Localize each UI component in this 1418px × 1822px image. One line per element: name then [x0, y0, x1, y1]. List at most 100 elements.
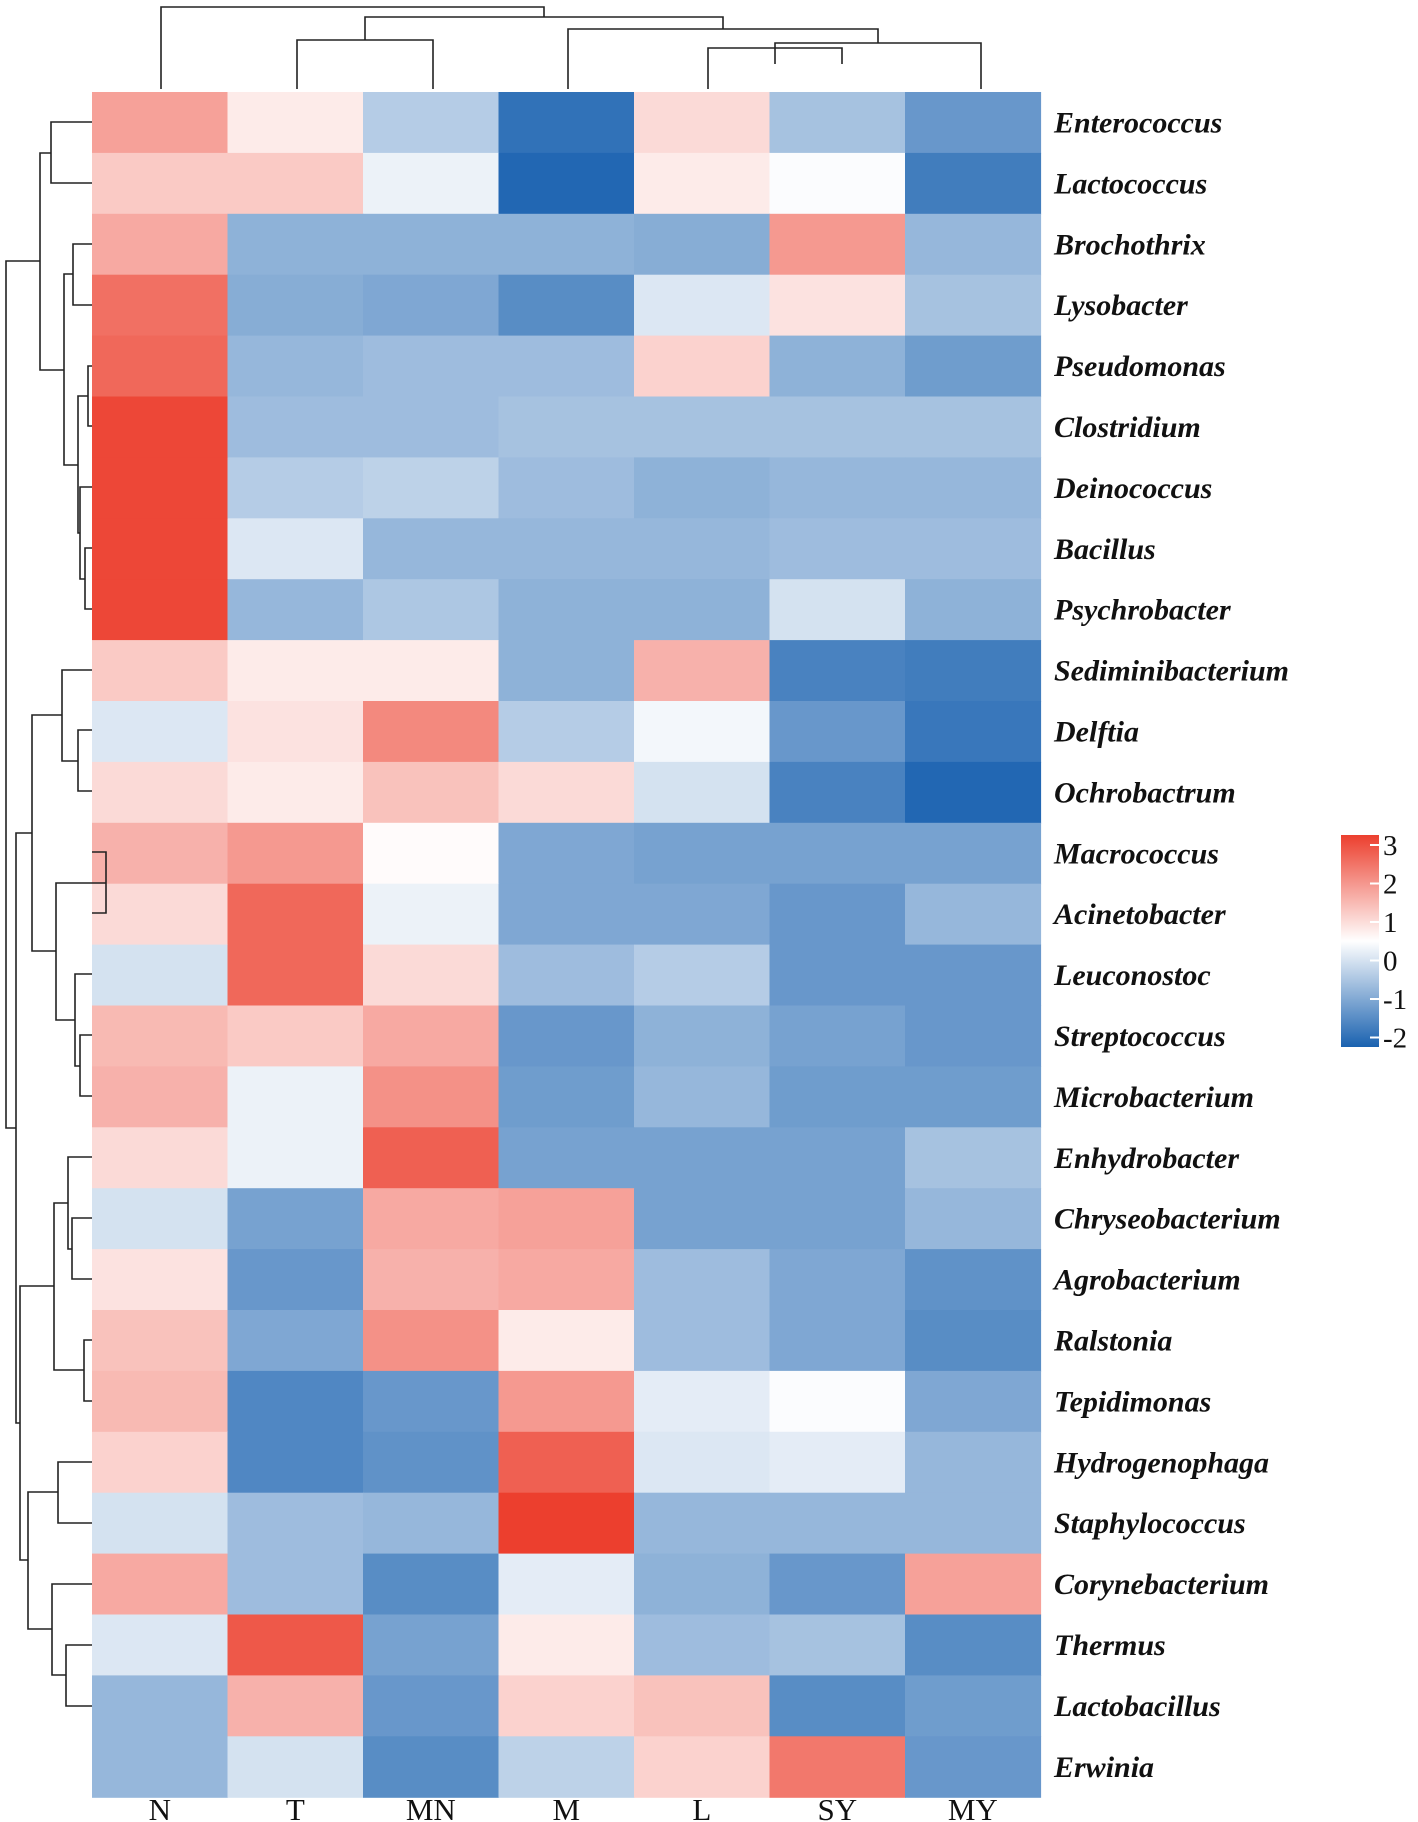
heatmap-cell: [905, 274, 1042, 337]
heatmap-cell: [634, 1370, 771, 1433]
heatmap-cell: [498, 1127, 635, 1189]
heatmap-cell: [227, 1249, 364, 1311]
column-label: MY: [948, 1792, 998, 1822]
heatmap-cell: [905, 457, 1042, 519]
heatmap-cell: [363, 1492, 500, 1555]
column-label: N: [149, 1792, 171, 1822]
heatmap-cell: [905, 761, 1042, 824]
heatmap-cell: [498, 640, 635, 702]
heatmap-cell: [227, 1675, 364, 1737]
heatmap-cell: [227, 1370, 364, 1433]
heatmap-cell: [498, 1005, 635, 1067]
heatmap-cell: [634, 213, 771, 276]
heatmap-cell: [634, 1188, 771, 1250]
heatmap-cell: [227, 944, 364, 1007]
heatmap-cell: [905, 1066, 1042, 1128]
heatmap-cell: [905, 1370, 1042, 1433]
heatmap-cell: [905, 1127, 1042, 1189]
heatmap-cell: [498, 1614, 635, 1676]
col-dendro-branch: [774, 42, 982, 89]
heatmap-cell: [634, 883, 771, 946]
heatmap-cell: [227, 761, 364, 824]
heatmap-cell: [769, 1492, 906, 1555]
row-label: Psychrobacter: [1053, 594, 1231, 627]
row-label: Sediminibacterium: [1054, 655, 1289, 688]
heatmap-cell: [634, 1066, 771, 1128]
heatmap-cell: [634, 92, 771, 154]
heatmap-cell: [227, 1553, 364, 1616]
heatmap-cell: [227, 213, 364, 276]
heatmap-cell: [769, 1066, 906, 1128]
heatmap-cell: [769, 1736, 906, 1798]
heatmap-cell: [905, 944, 1042, 1007]
heatmap-cell: [498, 1431, 635, 1494]
heatmap-cell: [363, 518, 500, 580]
heatmap-cell: [634, 1614, 771, 1676]
heatmap-cell: [498, 1066, 635, 1128]
heatmap-cell: [498, 335, 635, 398]
heatmap-cell: [498, 822, 635, 885]
row-label: Tepidimonas: [1054, 1385, 1211, 1418]
heatmap-cell: [769, 761, 906, 824]
heatmap-cell: [363, 1066, 500, 1128]
heatmap-cell: [92, 579, 229, 641]
heatmap-cell: [905, 1249, 1042, 1311]
heatmap-cell: [227, 640, 364, 702]
heatmap-cell: [227, 396, 364, 458]
heatmap-cell: [769, 944, 906, 1007]
row-label: Lactococcus: [1053, 167, 1207, 200]
heatmap-cell: [769, 1614, 906, 1676]
row-label: Acinetobacter: [1052, 898, 1226, 931]
heatmap-cell: [227, 1736, 364, 1798]
heatmap-cell: [769, 396, 906, 458]
heatmap-cells: [92, 92, 1042, 1798]
heatmap-cell: [905, 1553, 1042, 1616]
row-label: Chryseobacterium: [1054, 1203, 1281, 1236]
heatmap-cell: [227, 1614, 364, 1676]
heatmap-cell: [92, 335, 229, 398]
heatmap-cell: [363, 1431, 500, 1494]
heatmap-cell: [634, 1005, 771, 1067]
heatmap-cell: [363, 822, 500, 885]
row-label: Staphylococcus: [1054, 1507, 1246, 1540]
heatmap-cell: [498, 1553, 635, 1616]
heatmap-cell: [363, 335, 500, 398]
heatmap-cell: [92, 701, 229, 763]
heatmap-cell: [498, 579, 635, 641]
heatmap-cell: [769, 1005, 906, 1067]
heatmap-cell: [92, 944, 229, 1007]
column-label: SY: [817, 1792, 857, 1822]
legend-tick-label: 2: [1383, 869, 1398, 901]
heatmap-cell: [634, 640, 771, 702]
column-label: M: [553, 1792, 581, 1822]
heatmap-cell: [92, 1431, 229, 1494]
heatmap-cell: [905, 1005, 1042, 1067]
heatmap-cell: [905, 396, 1042, 458]
heatmap-cell: [92, 1188, 229, 1250]
heatmap-cell: [498, 92, 635, 154]
heatmap-cell: [769, 92, 906, 154]
col-dendro-branch: [567, 28, 879, 89]
heatmap-cell: [92, 457, 229, 519]
heatmap-cell: [498, 1736, 635, 1798]
heatmap-cell: [905, 1188, 1042, 1250]
row-labels: Enterococcus Lactococcus Brochothrix Lysoba…: [1052, 106, 1289, 1783]
heatmap-cell: [905, 1675, 1042, 1737]
heatmap-cell: [227, 1310, 364, 1372]
heatmap-cell: [363, 944, 500, 1007]
heatmap-cell: [227, 579, 364, 641]
row-dendrogram: [5, 121, 107, 1707]
legend-tick-label: 3: [1383, 830, 1398, 862]
heatmap-cell: [92, 1249, 229, 1311]
heatmap-cell: [769, 213, 906, 276]
heatmap-cell: [769, 1127, 906, 1189]
heatmap-cell: [634, 1431, 771, 1494]
heatmap-cell: [227, 883, 364, 946]
heatmap-cell: [905, 1310, 1042, 1372]
heatmap-cell: [227, 1127, 364, 1189]
heatmap-cell: [634, 518, 771, 580]
heatmap-cell: [769, 1553, 906, 1616]
legend-colorbar: [1341, 835, 1379, 1047]
row-label: Delftia: [1053, 716, 1139, 749]
heatmap-cell: [769, 883, 906, 946]
